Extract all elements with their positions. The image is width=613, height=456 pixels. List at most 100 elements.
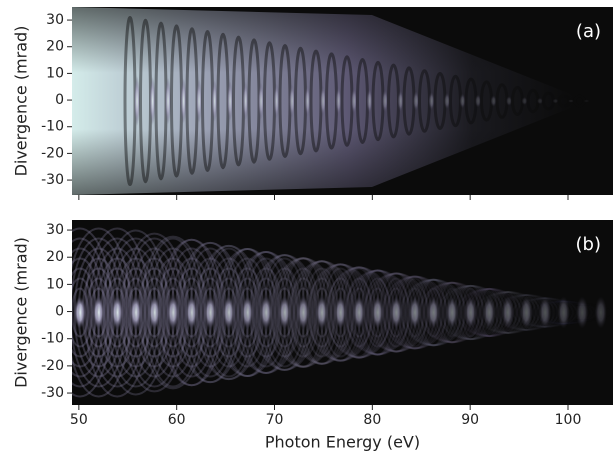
spot	[576, 296, 589, 329]
ring	[199, 244, 258, 381]
fringe-bright	[583, 99, 590, 103]
fringe-bright	[211, 80, 218, 122]
ring	[162, 238, 221, 387]
panel-label: (a)	[576, 21, 601, 42]
spot	[390, 296, 403, 329]
x-tick-label: 50	[70, 412, 88, 428]
ring	[72, 237, 109, 388]
fringe-bright	[428, 91, 435, 111]
ring	[478, 290, 537, 335]
fringe-bright	[149, 76, 156, 126]
spot	[111, 296, 124, 329]
y-tick-label: 0	[55, 92, 64, 108]
ring	[237, 251, 295, 374]
spot	[297, 296, 310, 329]
ring	[201, 287, 220, 338]
spot	[371, 296, 384, 329]
ring	[367, 272, 426, 353]
ring	[72, 237, 128, 388]
ring	[404, 278, 463, 347]
ring	[513, 294, 540, 331]
fringe-bright	[134, 75, 140, 127]
ring	[517, 294, 536, 331]
spot	[446, 296, 458, 329]
ring	[494, 290, 521, 335]
fringe-bright	[459, 93, 466, 109]
ring	[294, 287, 313, 338]
fringe-bright	[475, 94, 481, 108]
x-tick-label: 70	[266, 412, 284, 428]
y-tick-label: 0	[55, 304, 64, 320]
spot	[334, 296, 347, 329]
x-tick-label: 60	[168, 412, 186, 428]
spot	[129, 296, 142, 329]
ring	[460, 287, 519, 338]
ring	[88, 237, 147, 388]
ring	[292, 260, 351, 365]
ring	[308, 277, 335, 348]
fringe-bright	[506, 96, 512, 106]
fringe-bright	[196, 79, 202, 123]
panel-label: (b)	[576, 234, 601, 255]
spot	[278, 296, 291, 329]
fringe-bright	[552, 98, 559, 104]
ring	[85, 277, 112, 348]
fringe-bright	[444, 92, 450, 110]
fringe-bright	[366, 88, 373, 114]
fringe-bright	[397, 90, 404, 112]
ring	[480, 287, 499, 338]
ring	[181, 241, 240, 384]
ring	[331, 287, 350, 338]
y-tick-label: -30	[41, 385, 64, 401]
fringe-bright	[382, 89, 388, 113]
ring	[312, 287, 331, 338]
ring	[498, 290, 517, 335]
fringe-bright	[490, 95, 497, 107]
ring	[385, 275, 444, 350]
spot	[520, 296, 533, 329]
spot	[427, 296, 440, 329]
spot	[408, 296, 421, 329]
spot	[353, 296, 365, 329]
ring	[126, 287, 145, 338]
ring	[182, 287, 201, 338]
y-tick-label: 10	[46, 65, 64, 81]
fringe-bright	[180, 78, 187, 124]
x-tick-label: 100	[555, 412, 582, 428]
ring	[443, 287, 461, 338]
ring	[219, 287, 238, 338]
x-tick-label: 90	[461, 412, 479, 428]
ring	[350, 287, 368, 338]
image-content	[72, 220, 613, 405]
y-tick-label: 30	[46, 12, 64, 28]
spot	[74, 296, 86, 329]
spot	[167, 296, 179, 329]
ring	[348, 269, 407, 356]
spot	[92, 296, 105, 329]
y-tick-label: -10	[41, 119, 64, 135]
ring	[238, 287, 257, 338]
fringe-bright	[289, 84, 295, 118]
spot	[501, 296, 514, 329]
ring	[441, 284, 500, 341]
ring	[72, 287, 89, 338]
fringe-bright	[227, 80, 233, 122]
spot	[464, 296, 477, 329]
ring	[387, 287, 406, 338]
fringe-bright	[304, 85, 311, 117]
ring	[311, 263, 370, 362]
ring	[108, 287, 127, 338]
spot	[185, 296, 198, 329]
y-tick-label: 30	[46, 222, 64, 238]
ring	[461, 287, 480, 338]
ring	[141, 277, 168, 348]
ring	[497, 294, 556, 331]
ring	[255, 254, 314, 371]
ring	[424, 287, 443, 338]
fringe-bright	[258, 82, 264, 120]
ring	[89, 287, 108, 338]
ring	[346, 277, 372, 348]
y-tick-label: -20	[41, 358, 64, 374]
ring	[106, 237, 165, 388]
y-axis-label: Divergence (mrad)	[12, 237, 31, 388]
